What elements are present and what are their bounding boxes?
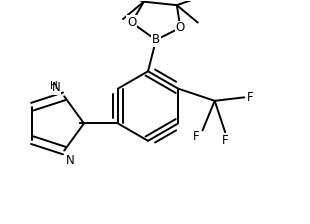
Text: F: F	[193, 130, 200, 143]
Text: F: F	[222, 134, 228, 146]
Text: O: O	[127, 16, 136, 29]
Text: H: H	[51, 81, 58, 91]
Text: N: N	[51, 81, 60, 94]
Text: B: B	[152, 33, 160, 46]
Text: O: O	[176, 21, 185, 34]
Text: F: F	[247, 91, 254, 104]
Text: N: N	[66, 153, 75, 166]
